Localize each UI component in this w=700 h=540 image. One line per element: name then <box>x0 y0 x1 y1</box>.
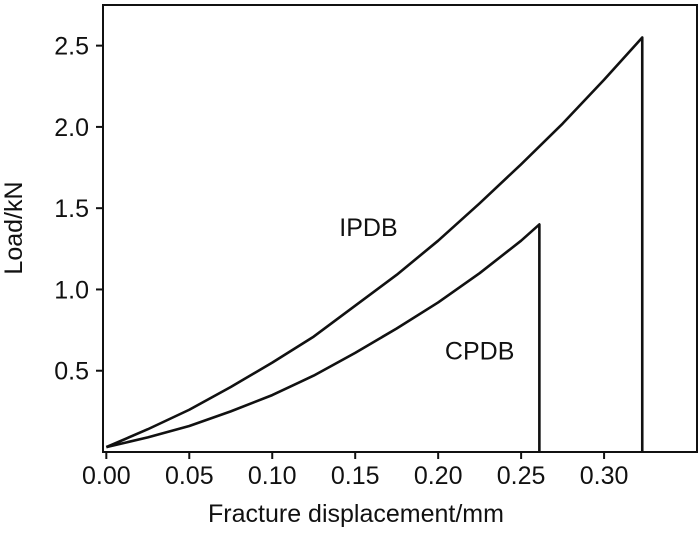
x-axis-label: Fracture displacement/mm <box>208 500 504 528</box>
y-tick-label: 2.0 <box>54 114 89 142</box>
x-tick-label: 0.10 <box>248 462 297 490</box>
x-tick-label: 0.00 <box>82 462 131 490</box>
x-tick-label: 0.15 <box>331 462 380 490</box>
x-tick-label: 0.30 <box>580 462 629 490</box>
y-tick-label: 2.5 <box>54 33 89 61</box>
x-tick-label: 0.05 <box>165 462 214 490</box>
line-ipdb <box>105 36 644 452</box>
y-tick-label: 1.5 <box>54 195 89 223</box>
line-cpdb <box>106 223 541 452</box>
plot-frame <box>102 4 698 453</box>
y-tick-label: 0.5 <box>54 358 89 386</box>
x-tick-label: 0.20 <box>414 462 463 490</box>
x-tick-label: 0.25 <box>497 462 546 490</box>
annotation: IPDB <box>339 214 397 242</box>
y-tick-label: 1.0 <box>54 276 89 304</box>
annotation: CPDB <box>445 337 514 365</box>
y-axis-label: Load/kN <box>0 181 28 274</box>
